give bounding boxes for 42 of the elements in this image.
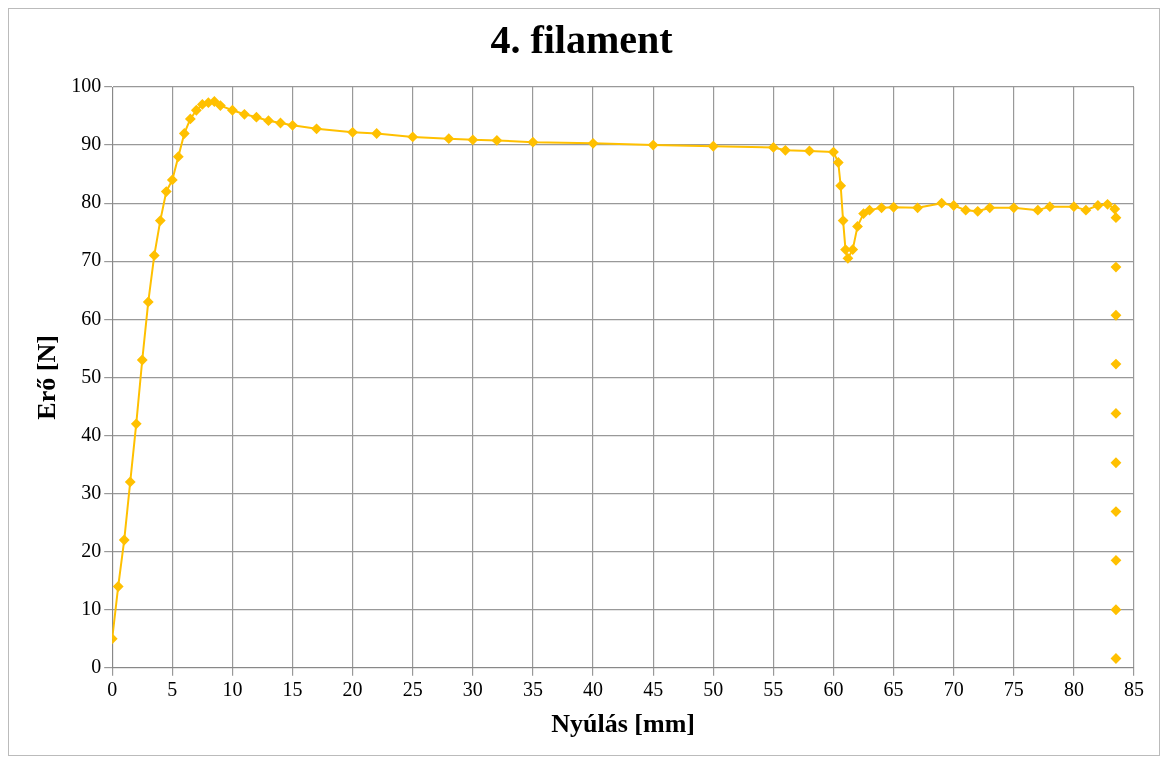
- y-tick-label: 0: [91, 655, 102, 678]
- y-tick-label: 20: [81, 538, 102, 561]
- point: [1110, 604, 1121, 615]
- point: [1110, 408, 1121, 419]
- x-tick-label: 35: [522, 678, 543, 701]
- y-axis-title: Erő [N]: [32, 335, 62, 420]
- x-tick-label: 70: [943, 678, 964, 701]
- point: [1110, 653, 1121, 664]
- y-tick-label: 40: [81, 422, 102, 445]
- x-tick-label: 5: [167, 678, 178, 701]
- y-tick-label: 60: [81, 306, 102, 329]
- y-tick-label: 100: [71, 74, 102, 97]
- x-tick-label: 60: [823, 678, 844, 701]
- point: [1110, 506, 1121, 517]
- x-tick-label: 40: [583, 678, 604, 701]
- x-axis-title: Nyúlás [mm]: [551, 709, 695, 739]
- x-tick-label: 30: [462, 678, 483, 701]
- x-tick-label: 0: [107, 678, 118, 701]
- point: [1110, 457, 1121, 468]
- point: [1110, 212, 1121, 223]
- y-tick-label: 30: [81, 480, 102, 503]
- x-tick-label: 85: [1124, 678, 1144, 701]
- y-tick-label: 10: [81, 596, 102, 619]
- point: [1110, 310, 1121, 321]
- y-tick-label: 70: [81, 248, 102, 271]
- y-tick-label: 50: [81, 364, 102, 387]
- y-tick-label: 90: [81, 132, 102, 155]
- point: [1110, 262, 1121, 273]
- x-tick-label: 50: [703, 678, 724, 701]
- point: [1110, 555, 1121, 566]
- x-tick-label: 15: [282, 678, 303, 701]
- x-tick-label: 20: [342, 678, 363, 701]
- point: [1110, 359, 1121, 370]
- x-tick-label: 55: [763, 678, 784, 701]
- x-tick-label: 75: [1003, 678, 1024, 701]
- x-tick-label: 80: [1063, 678, 1084, 701]
- x-tick-label: 65: [883, 678, 904, 701]
- y-tick-label: 80: [81, 190, 102, 213]
- x-tick-label: 10: [222, 678, 243, 701]
- x-tick-label: 25: [402, 678, 423, 701]
- x-tick-label: 45: [643, 678, 664, 701]
- chart-title: 4. filament: [490, 17, 674, 63]
